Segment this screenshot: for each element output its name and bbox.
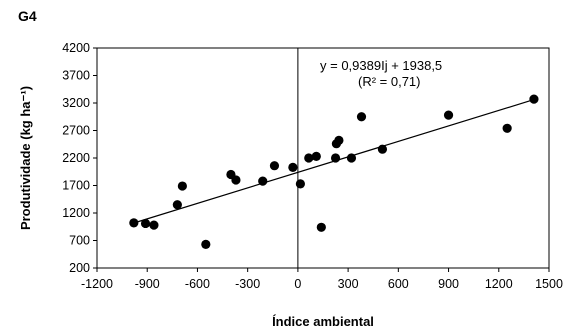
data-point xyxy=(258,176,268,186)
data-point xyxy=(330,153,341,163)
data-point xyxy=(177,181,187,191)
data-point xyxy=(311,151,321,161)
x-tick-label: 600 xyxy=(388,277,409,291)
data-points xyxy=(129,94,539,249)
y-tick-label: 2700 xyxy=(62,124,90,138)
data-point xyxy=(316,222,326,232)
x-tick-label: -300 xyxy=(235,277,260,291)
data-point xyxy=(502,123,512,133)
x-axis-title: Índice ambiental xyxy=(272,314,374,329)
fit-line xyxy=(131,99,533,225)
x-tick-label: -600 xyxy=(185,277,210,291)
data-point xyxy=(443,110,454,120)
x-tick-label: -900 xyxy=(135,277,160,291)
y-tick-label: 200 xyxy=(69,261,90,275)
y-tick-label: 700 xyxy=(69,234,90,248)
y-tick-label: 2200 xyxy=(62,151,90,165)
y-tick-label: 3200 xyxy=(62,96,90,110)
data-point xyxy=(377,144,388,154)
data-point xyxy=(231,175,241,185)
data-point xyxy=(129,218,139,228)
data-point xyxy=(304,153,314,163)
y-tick-label: 1200 xyxy=(62,206,90,220)
r2-label: (R² = 0,71) xyxy=(358,74,421,89)
data-point xyxy=(172,200,182,210)
x-tick-label: -1200 xyxy=(81,277,113,291)
data-point xyxy=(295,179,305,189)
data-point xyxy=(334,135,344,145)
data-point xyxy=(201,239,211,249)
x-tick-label: 900 xyxy=(438,277,459,291)
data-point xyxy=(529,94,539,104)
panel-label: G4 xyxy=(18,8,37,24)
y-axis-title: Produtividade (kg ha⁻¹) xyxy=(18,86,33,230)
y-tick-label: 1700 xyxy=(62,179,90,193)
data-point xyxy=(356,112,367,122)
y-tick-label: 3700 xyxy=(62,69,90,83)
x-tick-label: 1200 xyxy=(485,277,513,291)
plot-frame xyxy=(96,47,550,269)
x-tick-label: 1500 xyxy=(535,277,563,291)
x-tick-label: 0 xyxy=(294,277,301,291)
data-point xyxy=(140,218,151,229)
regression-line xyxy=(131,99,533,225)
y-axis: 200 700 1200 1700 2200 2700 3200 3700 4200 xyxy=(62,41,97,275)
plot-area xyxy=(96,47,550,269)
y-tick-label: 4200 xyxy=(62,41,90,55)
equation-label: y = 0,9389Ij + 1938,5 xyxy=(320,58,442,73)
data-point xyxy=(269,161,280,171)
x-axis: -1200 -900 -600 -300 0 300 600 900 1200 1500 xyxy=(81,268,563,291)
data-point xyxy=(149,220,159,230)
x-tick-label: 300 xyxy=(338,277,359,291)
data-point xyxy=(346,153,357,163)
data-point xyxy=(288,162,298,172)
